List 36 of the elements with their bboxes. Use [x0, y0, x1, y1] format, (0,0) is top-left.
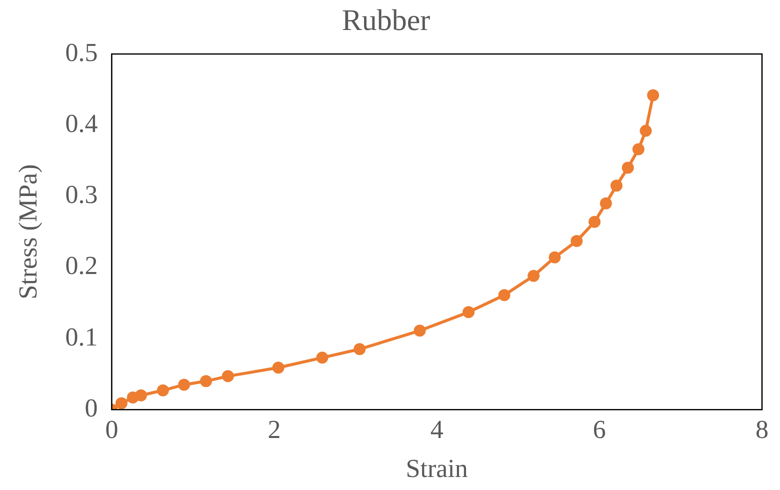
y-tick-label: 0.2: [65, 251, 98, 280]
y-tick-label: 0.1: [65, 322, 98, 352]
point: [622, 162, 634, 174]
y-tick-label: 0.4: [65, 108, 98, 138]
point: [570, 235, 583, 248]
x-tick-label: 4: [430, 415, 444, 444]
point: [610, 180, 622, 192]
point: [134, 389, 147, 402]
point: [272, 362, 284, 374]
y-tick-label: 0.5: [65, 38, 98, 67]
point: [640, 124, 652, 137]
x-tick-label: 0: [105, 415, 118, 444]
point: [354, 343, 366, 356]
point: [600, 197, 612, 210]
point: [200, 375, 212, 388]
y-axis-title: Stress (MPa): [13, 164, 42, 300]
point: [115, 397, 128, 410]
point: [222, 370, 234, 382]
y-tick-label: 0: [84, 393, 98, 422]
point: [588, 216, 601, 228]
point: [156, 384, 169, 396]
x-axis-title: Strain: [406, 454, 468, 484]
point: [632, 143, 644, 156]
x-tick-label: 2: [268, 415, 281, 444]
point: [414, 324, 426, 337]
chart-title: Rubber: [342, 4, 430, 37]
point: [316, 352, 328, 364]
point: [178, 378, 190, 391]
point: [647, 89, 660, 102]
point: [498, 289, 510, 302]
point: [548, 251, 561, 264]
x-tick-label: 8: [756, 415, 768, 444]
point: [462, 306, 475, 318]
x-tick-label: 6: [592, 415, 606, 444]
y-tick-label: 0.3: [65, 180, 98, 210]
point: [528, 270, 540, 282]
